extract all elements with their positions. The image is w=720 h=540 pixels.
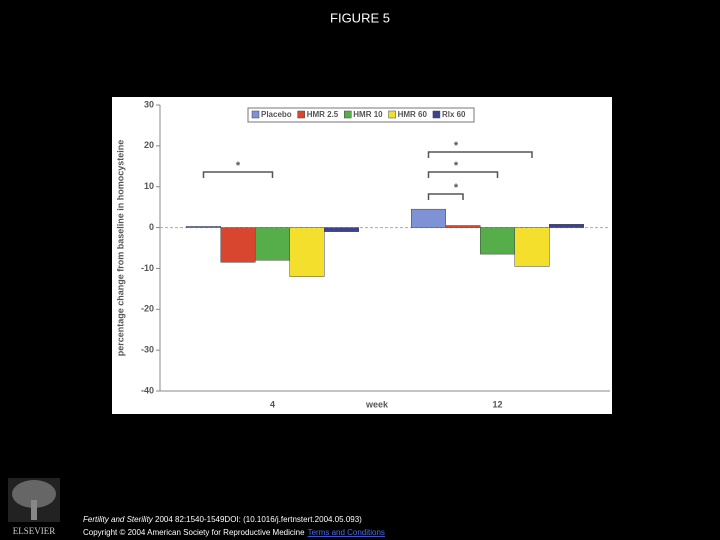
legend-swatch <box>251 110 260 119</box>
bar <box>480 227 515 255</box>
bar <box>411 208 446 228</box>
copyright: Copyright © 2004 American Society for Re… <box>83 528 305 537</box>
bar <box>220 227 256 263</box>
y-tick-label: -10 <box>141 263 154 273</box>
y-axis-label: percentage change from baseline in homoc… <box>115 140 125 357</box>
journal: Fertility and Sterility <box>83 515 154 524</box>
legend-swatch <box>388 110 396 119</box>
legend-label: HMR 10 <box>353 110 383 119</box>
significance-bracket <box>427 193 464 200</box>
legend-swatch <box>344 110 352 119</box>
x-tick-label: 12 <box>492 399 502 409</box>
terms-link[interactable]: Terms and Conditions <box>308 528 385 537</box>
logo: ELSEVIER <box>8 478 60 536</box>
copyright-line: Copyright © 2004 American Society for Re… <box>83 528 385 537</box>
bar <box>549 224 584 228</box>
y-tick-label: -40 <box>141 385 154 395</box>
publisher-name: ELSEVIER <box>13 526 56 536</box>
legend-label: Placebo <box>261 110 292 119</box>
bar <box>445 225 481 228</box>
citation-details: 2004 82:1540-1549DOI: (10.1016/j.fertnst… <box>153 515 362 524</box>
significance-label: * <box>454 182 459 194</box>
bar <box>289 227 325 277</box>
x-axis-label: week <box>365 399 389 409</box>
legend-swatch <box>297 110 305 119</box>
bar <box>324 227 359 232</box>
legend-swatch <box>432 110 441 119</box>
y-tick-label: -20 <box>141 304 154 314</box>
bar <box>186 226 221 228</box>
bar <box>255 227 290 261</box>
significance-bracket <box>202 171 274 178</box>
significance-label: * <box>454 160 459 172</box>
bar <box>514 227 550 267</box>
figure-title: FIGURE 5 <box>330 10 390 25</box>
significance-label: * <box>236 160 241 172</box>
significance-label: * <box>454 140 459 152</box>
legend: Placebo HMR 2.5 HMR 10 HMR 60 Rlx 60 <box>247 107 475 123</box>
citation: Fertility and Sterility 2004 82:1540-154… <box>83 515 362 524</box>
significance-bracket <box>427 151 533 158</box>
legend-label: HMR 2.5 <box>307 110 339 119</box>
y-tick-label: 20 <box>144 140 154 150</box>
y-tick-label: 10 <box>144 181 154 191</box>
significance-bracket <box>427 171 499 178</box>
y-tick-label: 30 <box>144 99 154 109</box>
legend-label: HMR 60 <box>398 110 428 119</box>
y-tick-label: -30 <box>141 345 154 355</box>
x-tick-label: 4 <box>270 399 275 409</box>
y-tick-label: 0 <box>149 222 154 232</box>
legend-label: Rlx 60 <box>442 110 466 119</box>
